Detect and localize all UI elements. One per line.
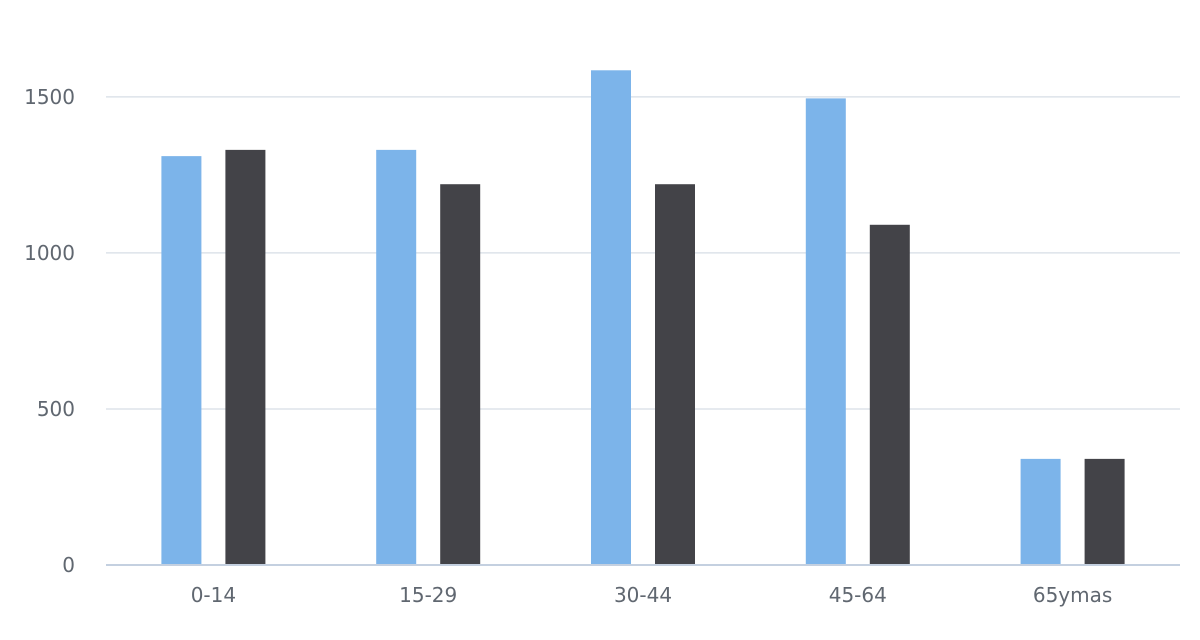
bar-0-14-series-1: [161, 156, 202, 565]
y-tick-label-500: 500: [37, 397, 75, 421]
bar-45-64-series-1: [805, 98, 846, 565]
x-tick-label-45-64: 45-64: [829, 583, 887, 607]
bars: [161, 70, 1125, 566]
x-axis-tick-labels: 0-14 15-29 30-44 45-64 65ymas: [191, 583, 1113, 607]
bar-65ymas-series-2: [1084, 458, 1125, 565]
y-tick-label-1500: 1500: [24, 85, 75, 109]
y-tick-label-0: 0: [62, 553, 75, 577]
bar-15-29-series-2: [440, 184, 481, 565]
x-tick-label-65ymas: 65ymas: [1033, 583, 1112, 607]
bar-45-64-series-2: [869, 224, 910, 565]
bar-30-44-series-1: [591, 70, 631, 566]
x-tick-label-0-14: 0-14: [191, 583, 236, 607]
bar-15-29-series-1: [376, 149, 417, 565]
y-tick-label-1000: 1000: [24, 241, 75, 265]
x-tick-label-30-44: 30-44: [614, 583, 672, 607]
y-axis-tick-labels: 0 500 1000 1500: [24, 85, 75, 577]
bar-65ymas-series-1: [1020, 458, 1061, 565]
gridlines: [106, 96, 1180, 410]
bar-30-44-series-2: [655, 184, 695, 565]
x-tick-label-15-29: 15-29: [399, 583, 457, 607]
bar-0-14-series-2: [225, 149, 266, 565]
